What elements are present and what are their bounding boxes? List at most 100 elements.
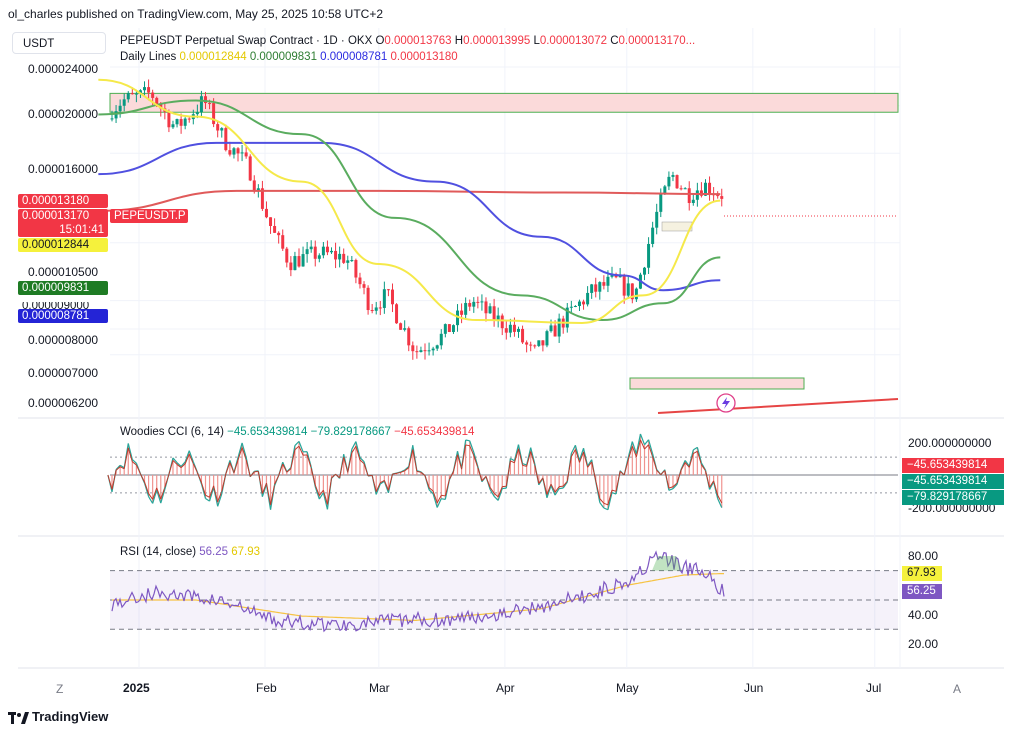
daily-lines-legend: Daily Lines 0.000012844 0.000009831 0.00… (120, 51, 458, 63)
candle-body (598, 282, 602, 292)
cci-turbo-segment (615, 471, 621, 492)
cci-line-segment (318, 492, 324, 500)
x-tick-mar: Mar (369, 681, 390, 695)
scroll-left-button[interactable]: Z (56, 682, 64, 696)
candle-body (423, 350, 427, 352)
price-tick-label: 0.000008000 (28, 333, 99, 347)
candle-body (537, 340, 541, 346)
cci-turbo-segment (274, 475, 280, 485)
cci-line-segment (530, 447, 536, 464)
cci-turbo-segment (200, 482, 206, 496)
cci-line-segment (131, 459, 137, 464)
rsi-axis-label-40: 40.00 (908, 608, 939, 622)
cci-turbo-segment (396, 471, 401, 474)
cci-turbo-segment (562, 480, 568, 487)
cci-turbo-segment (639, 439, 645, 450)
cci-turbo-segment (368, 474, 373, 477)
cci-turbo-segment (522, 464, 527, 467)
candle-body (297, 256, 301, 267)
cci-turbo-segment (322, 490, 328, 505)
tradingview-logo[interactable]: TradingView (8, 709, 108, 724)
cci-turbo-segment (493, 492, 499, 498)
cci-turbo-segment (119, 466, 125, 470)
daily-line-yellow-value: 0.000012844 (179, 51, 247, 63)
cci-turbo-segment (188, 453, 194, 464)
cci-turbo-segment (412, 449, 418, 472)
cci-turbo-segment (286, 468, 292, 473)
candle-body (415, 351, 419, 353)
cci-turbo-segment (314, 484, 320, 496)
cci-turbo-segment (428, 487, 434, 492)
cci-turbo-segment (123, 447, 129, 469)
candle-body (443, 324, 447, 334)
cci-turbo-segment (497, 486, 503, 498)
auto-scale-button[interactable]: A (953, 682, 962, 696)
currency-button[interactable]: USDT (12, 32, 106, 54)
candle-body (260, 188, 264, 209)
candle-body (143, 87, 147, 91)
candle-body (634, 288, 638, 300)
cci-turbo-segment (347, 452, 353, 473)
cci-turbo-segment (611, 489, 617, 492)
cci-turbo-segment (249, 471, 255, 477)
candle-body (447, 324, 451, 332)
lightning-icon (722, 397, 730, 409)
cci-turbo-segment (587, 461, 593, 468)
candle-body (244, 152, 248, 157)
candle-body (224, 128, 228, 151)
cci-turbo-segment (534, 465, 540, 484)
cci-turbo-segment (404, 467, 410, 472)
cci-turbo-segment (180, 463, 186, 468)
cci-line-segment (314, 486, 320, 500)
cci-turbo-segment (526, 451, 532, 467)
cci-line-segment (208, 487, 215, 502)
price-tag-last: 0.000013170 15:01:41 (18, 209, 108, 237)
cci-turbo-segment (652, 456, 658, 471)
candle-body (512, 324, 516, 332)
candle-body (586, 292, 590, 305)
price-tick-label: 0.000010500 (28, 265, 99, 279)
cci-line-segment (351, 441, 357, 450)
cci-turbo-segment (664, 470, 670, 489)
daily-line-blue-value: 0.000008781 (320, 51, 388, 63)
cci-turbo-segment (432, 490, 438, 504)
cci-line-segment (510, 457, 515, 462)
cci-line-segment (639, 433, 646, 445)
candle-body (545, 331, 549, 346)
candle-body (691, 199, 695, 204)
candle-body (147, 87, 151, 93)
x-tick-apr: Apr (496, 681, 515, 695)
cci-line-segment (237, 442, 243, 458)
candle-body (472, 301, 476, 307)
cci-line-segment (217, 493, 223, 507)
publish-info: ol_charles published on TradingView.com,… (8, 7, 384, 21)
cci-line-segment (465, 439, 470, 442)
candle-body (626, 283, 630, 296)
cci-turbo-segment (631, 446, 637, 457)
cci-turbo-segment (635, 439, 641, 457)
cci-turbo-segment (603, 502, 609, 506)
small-range-box (661, 221, 693, 232)
cci-turbo-segment (696, 451, 702, 465)
candle-body (427, 350, 431, 352)
cci-turbo-segment (469, 445, 475, 456)
cci-turbo-segment (538, 477, 544, 484)
cci-turbo-segment (176, 464, 182, 469)
candle-body (582, 301, 586, 305)
cci-turbo-segment (672, 482, 678, 488)
rsi-axis-label-80: 80.00 (908, 549, 939, 563)
candle-body (305, 249, 309, 255)
candle-body (643, 267, 647, 275)
candle-body (655, 211, 659, 228)
candle-body (289, 262, 293, 271)
candle-body (110, 118, 114, 120)
rsi-ma-value: 67.93 (231, 546, 261, 558)
cci-turbo-segment (209, 485, 215, 498)
candle-body (313, 246, 317, 259)
candle-body (435, 345, 439, 349)
candle-body (122, 99, 126, 106)
candle-body (317, 255, 321, 259)
candle-body (675, 175, 679, 189)
candle-body (370, 310, 374, 312)
